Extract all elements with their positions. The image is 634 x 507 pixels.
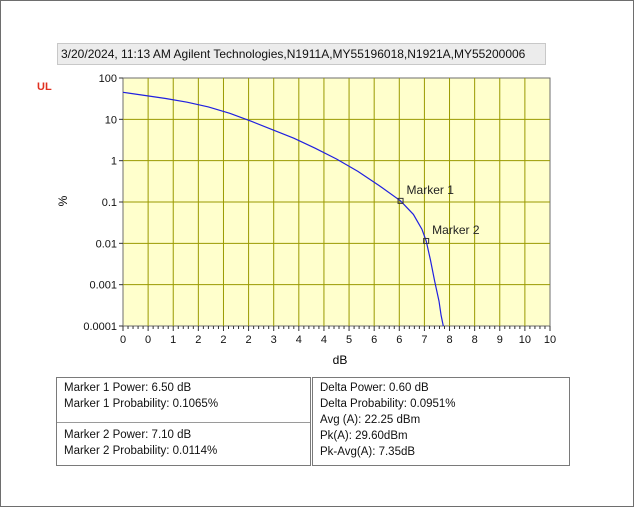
channel-label: UL [37, 81, 52, 93]
x-tick-label: 10 [519, 334, 531, 346]
x-tick-label: 0 [120, 334, 126, 346]
grid [122, 77, 551, 327]
curve-layer: Marker 1 Marker 2 [122, 91, 480, 327]
marker-1-point [397, 197, 404, 204]
x-tick-label: 4 [296, 334, 302, 346]
delta-probability: Delta Probability: 0.0951% [320, 398, 456, 410]
y-tick-label: 100 [99, 73, 117, 85]
peak-to-avg: Pk-Avg(A): 7.35dB [320, 446, 416, 458]
y-tick-label: 0.1 [102, 197, 117, 209]
marker1-probability: Marker 1 Probability: 0.1065% [64, 398, 219, 410]
divider [57, 422, 310, 423]
ccdf-curve [122, 91, 444, 327]
x-tick-label: 3 [271, 334, 277, 346]
x-tick-label: 6 [371, 334, 377, 346]
x-tick-label: 2 [246, 334, 252, 346]
marker-2-point [423, 237, 430, 244]
instrument-header: 3/20/2024, 11:13 AM Agilent Technologies… [57, 43, 546, 65]
avg-power: Avg (A): 22.25 dBm [320, 414, 421, 426]
x-tick-label: 7 [421, 334, 427, 346]
x-ticks: 0 0 1 2 2 2 3 4 4 5 6 6 7 8 8 9 10 10 [120, 326, 556, 346]
x-tick-label: 2 [220, 334, 226, 346]
x-tick-label: 1 [170, 334, 176, 346]
marker1-power: Marker 1 Power: 6.50 dB [64, 382, 192, 394]
x-tick-label: 8 [472, 334, 478, 346]
y-tick-label: 0.001 [89, 280, 117, 292]
y-tick-label: 10 [105, 114, 117, 126]
y-tick-label: 1 [111, 156, 117, 168]
marker2-probability: Marker 2 Probability: 0.0114% [64, 445, 218, 457]
marker2-power: Marker 2 Power: 7.10 dB [64, 429, 192, 441]
delta-power: Delta Power: 0.60 dB [320, 382, 429, 394]
y-tick-label: 0.0001 [83, 321, 117, 333]
x-tick-label: 8 [446, 334, 452, 346]
marker-1-label: Marker 1 [407, 183, 455, 197]
y-axis-label: % [56, 195, 70, 206]
peak-power: Pk(A): 29.60dBm [320, 430, 408, 442]
x-axis-label: dB [333, 353, 348, 367]
marker-info-box: Marker 1 Power: 6.50 dB Marker 1 Probabi… [56, 377, 311, 466]
x-tick-label: 5 [346, 334, 352, 346]
x-tick-label: 0 [145, 334, 151, 346]
x-tick-label: 6 [396, 334, 402, 346]
x-tick-label: 9 [497, 334, 503, 346]
marker-2-label: Marker 2 [432, 223, 480, 237]
y-ticks: 100 10 1 0.1 0.01 0.001 0.0001 [83, 73, 123, 333]
x-tick-label: 4 [321, 334, 327, 346]
delta-info-box: Delta Power: 0.60 dB Delta Probability: … [312, 377, 570, 466]
y-tick-label: 0.01 [96, 238, 117, 250]
x-tick-label: 2 [195, 334, 201, 346]
x-tick-label: 10 [544, 334, 556, 346]
